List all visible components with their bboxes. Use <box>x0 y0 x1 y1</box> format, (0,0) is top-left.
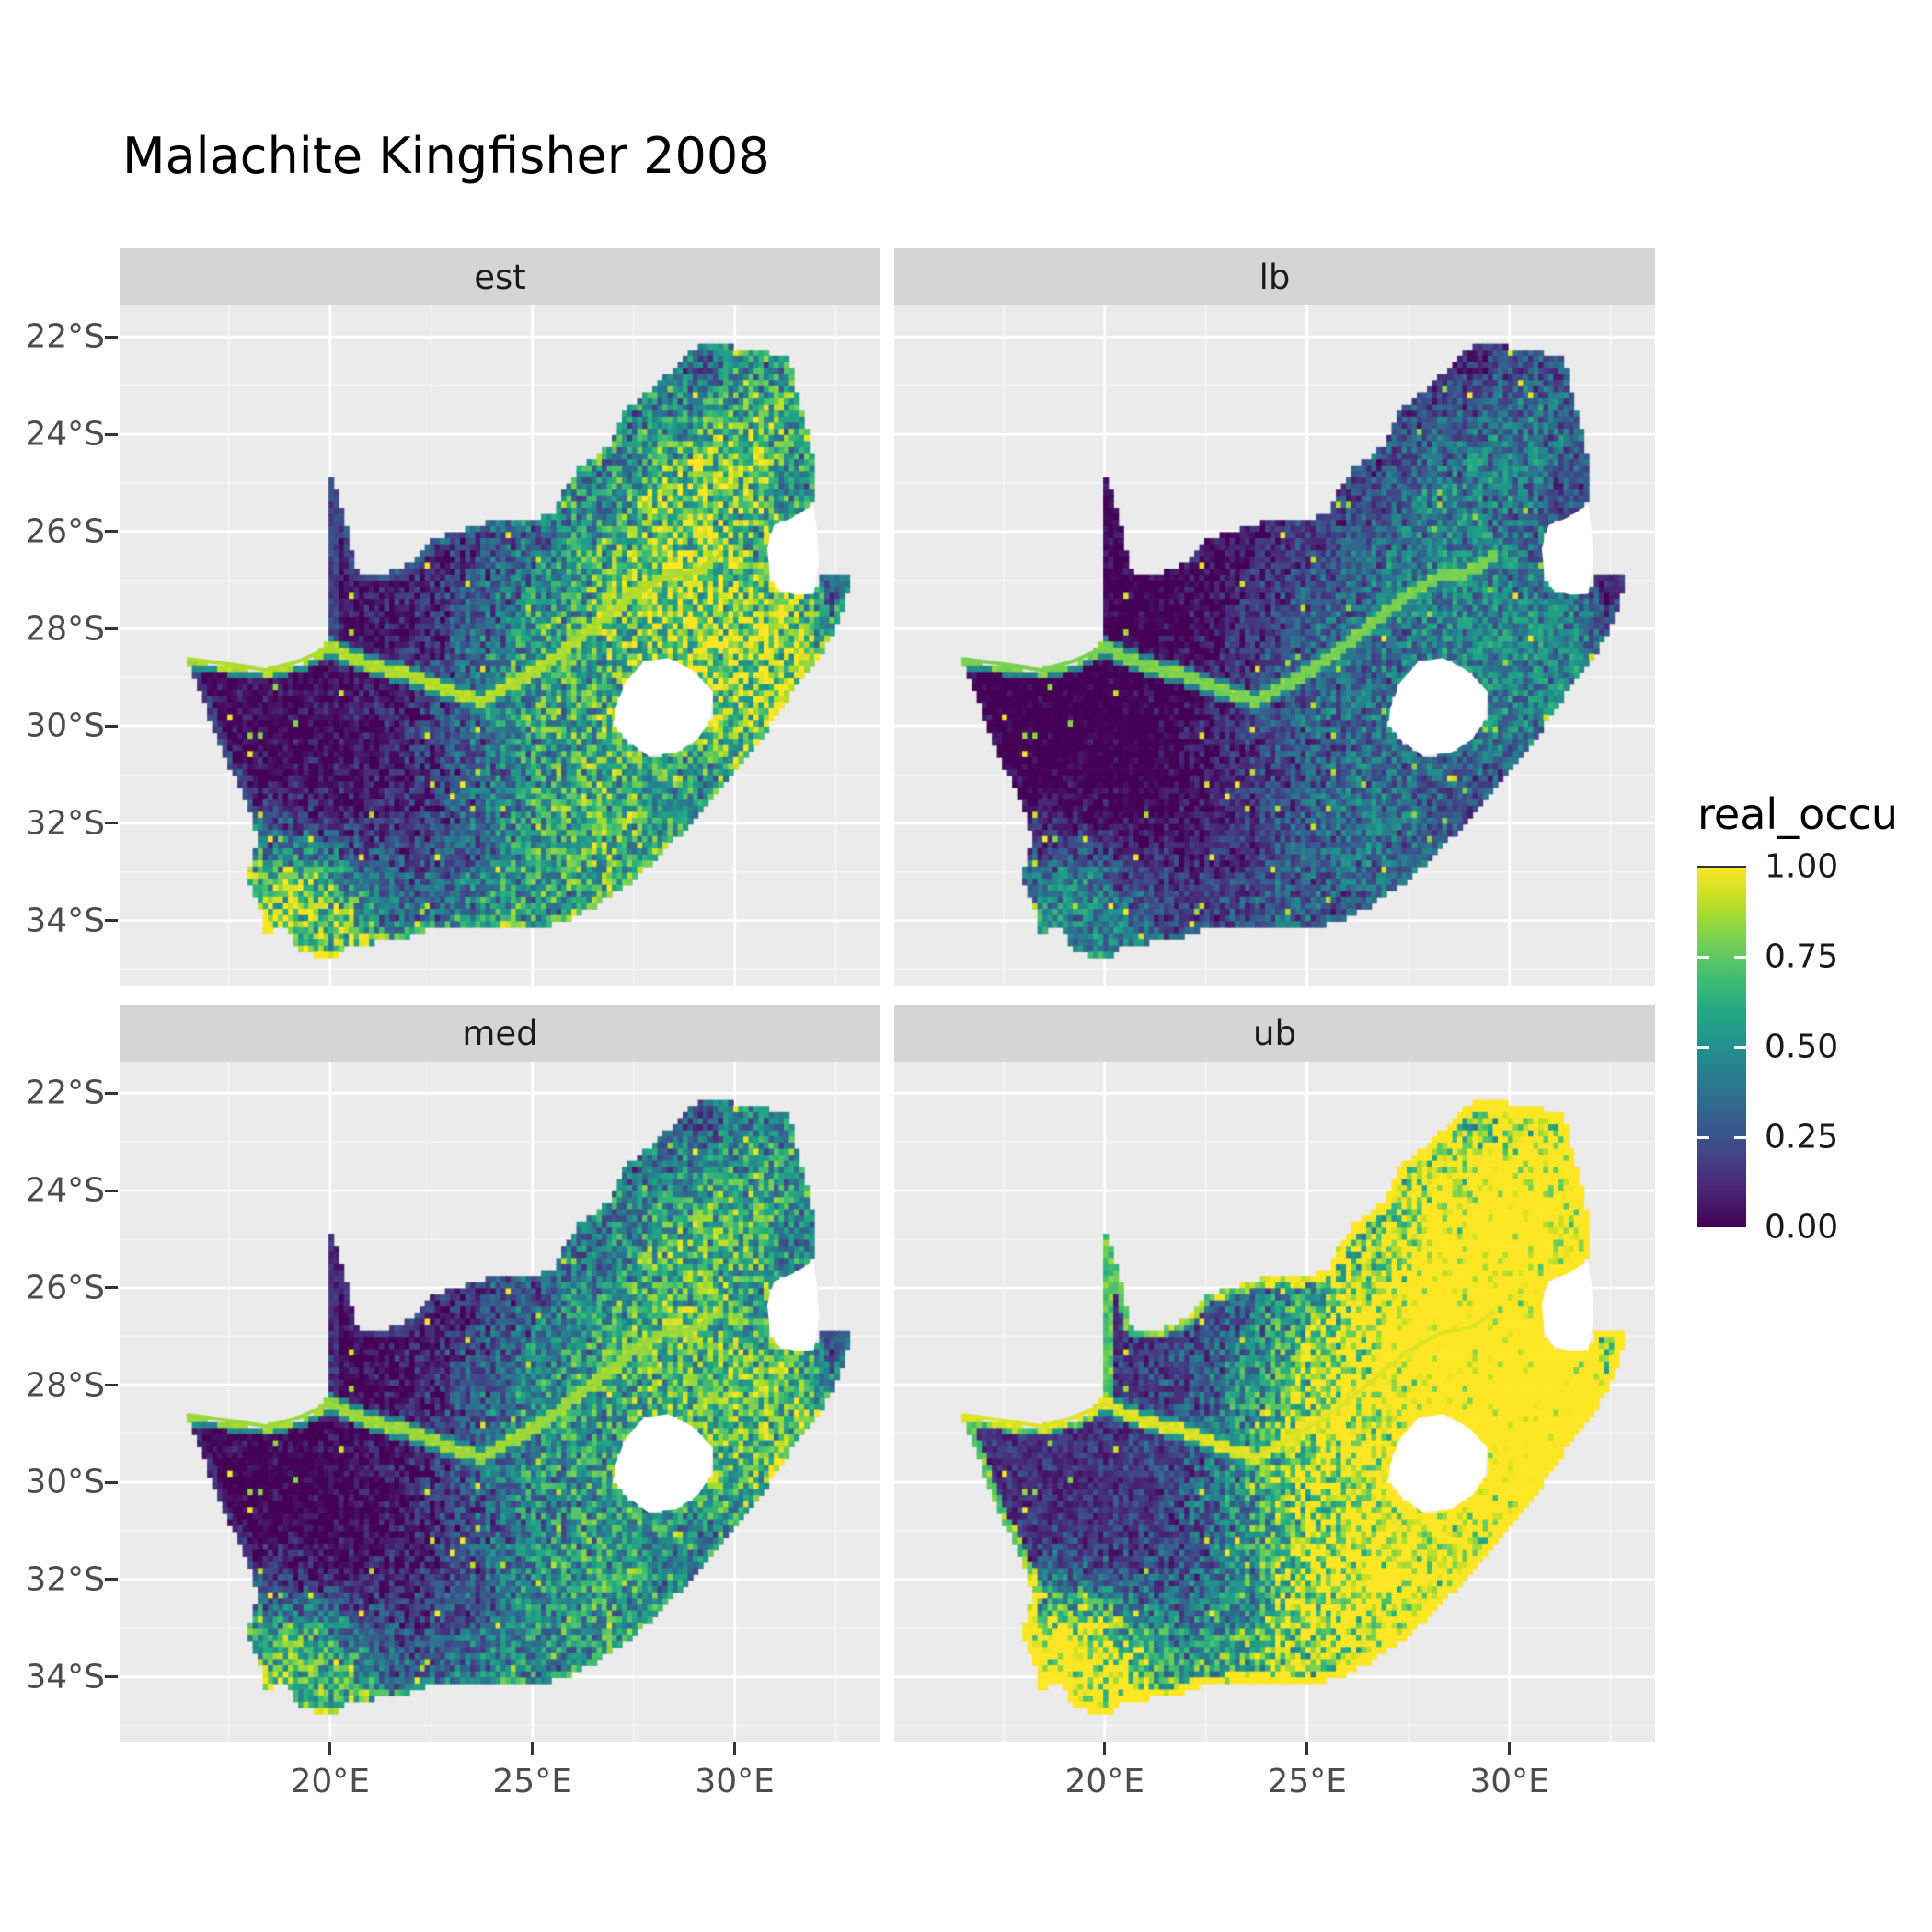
facet-strip-est: est <box>120 248 880 305</box>
facet-strip-label-lb: lb <box>1259 257 1291 297</box>
x-tick-label: 20°E <box>1064 1763 1145 1800</box>
legend-top-tick-mark <box>1697 865 1746 868</box>
y-tick-mark <box>105 627 118 630</box>
x-tick-mark <box>1103 1742 1107 1755</box>
facet-strip-lb: lb <box>894 248 1655 305</box>
x-tick-label: 25°E <box>492 1763 572 1800</box>
y-tick-mark <box>105 724 118 728</box>
facet-strip-label-med: med <box>462 1013 538 1053</box>
y-tick-mark <box>105 822 118 825</box>
legend-tick-label: 1.00 <box>1765 847 1839 886</box>
legend-tick-label: 0.75 <box>1765 937 1839 976</box>
y-tick-mark <box>105 1189 118 1192</box>
y-tick-mark <box>105 1091 118 1095</box>
legend-tick-mark <box>1734 955 1746 959</box>
legend-tick-mark <box>1697 1045 1709 1049</box>
y-tick-mark <box>105 1675 118 1679</box>
y-tick-label: 26°S <box>25 512 105 551</box>
y-tick-label: 24°S <box>25 415 105 454</box>
x-tick-mark <box>1305 1742 1309 1755</box>
y-tick-label: 28°S <box>25 610 105 648</box>
y-tick-mark <box>105 1480 118 1484</box>
y-tick-mark <box>105 1384 118 1386</box>
y-tick-label: 34°S <box>25 902 105 940</box>
facet-panel-ub <box>894 1062 1655 1742</box>
legend-tick-mark <box>1697 955 1709 959</box>
y-tick-mark <box>105 1286 118 1290</box>
y-tick-label: 24°S <box>25 1171 105 1210</box>
y-tick-label: 22°S <box>25 1074 105 1112</box>
y-tick-label: 34°S <box>25 1658 105 1696</box>
facet-panel-lb <box>894 305 1655 986</box>
x-tick-mark <box>328 1742 332 1755</box>
y-tick-label: 28°S <box>25 1366 105 1404</box>
x-tick-label: 30°E <box>695 1763 775 1800</box>
map-canvas-ub <box>894 1062 1655 1742</box>
map-canvas-lb <box>894 305 1655 986</box>
map-canvas-med <box>120 1062 880 1742</box>
y-tick-mark <box>105 1578 118 1581</box>
legend-tick-label: 0.50 <box>1765 1028 1839 1066</box>
legend-tick-mark <box>1734 1045 1746 1049</box>
y-tick-label: 32°S <box>25 1560 105 1599</box>
x-tick-label: 25°E <box>1267 1763 1347 1800</box>
x-tick-mark <box>531 1742 535 1755</box>
legend-tick-mark <box>1697 1135 1709 1139</box>
y-tick-label: 30°S <box>25 1463 105 1501</box>
y-tick-label: 30°S <box>25 707 105 745</box>
facet-strip-label-ub: ub <box>1253 1013 1296 1053</box>
map-canvas-est <box>120 305 880 986</box>
x-tick-mark <box>1508 1742 1512 1755</box>
y-tick-mark <box>105 919 118 923</box>
facet-strip-label-est: est <box>474 257 526 297</box>
facet-strip-ub: ub <box>894 1005 1655 1062</box>
y-tick-mark <box>105 530 118 534</box>
x-tick-label: 30°E <box>1469 1763 1549 1800</box>
legend-tick-mark <box>1734 1135 1746 1139</box>
facet-panel-est <box>120 305 880 986</box>
y-tick-label: 32°S <box>25 804 105 843</box>
legend-tick-label: 0.00 <box>1765 1208 1839 1247</box>
y-tick-label: 26°S <box>25 1269 105 1307</box>
y-tick-mark <box>105 335 118 339</box>
facet-panel-med <box>120 1062 880 1742</box>
legend-tick-label: 0.25 <box>1765 1118 1839 1156</box>
facet-strip-med: med <box>120 1005 880 1062</box>
y-tick-mark <box>105 432 118 436</box>
plot-title: Malachite Kingfisher 2008 <box>122 127 770 185</box>
y-tick-label: 22°S <box>25 317 105 356</box>
x-tick-mark <box>733 1742 737 1755</box>
x-tick-label: 20°E <box>290 1763 371 1800</box>
legend-title: real_occu <box>1697 789 1899 839</box>
